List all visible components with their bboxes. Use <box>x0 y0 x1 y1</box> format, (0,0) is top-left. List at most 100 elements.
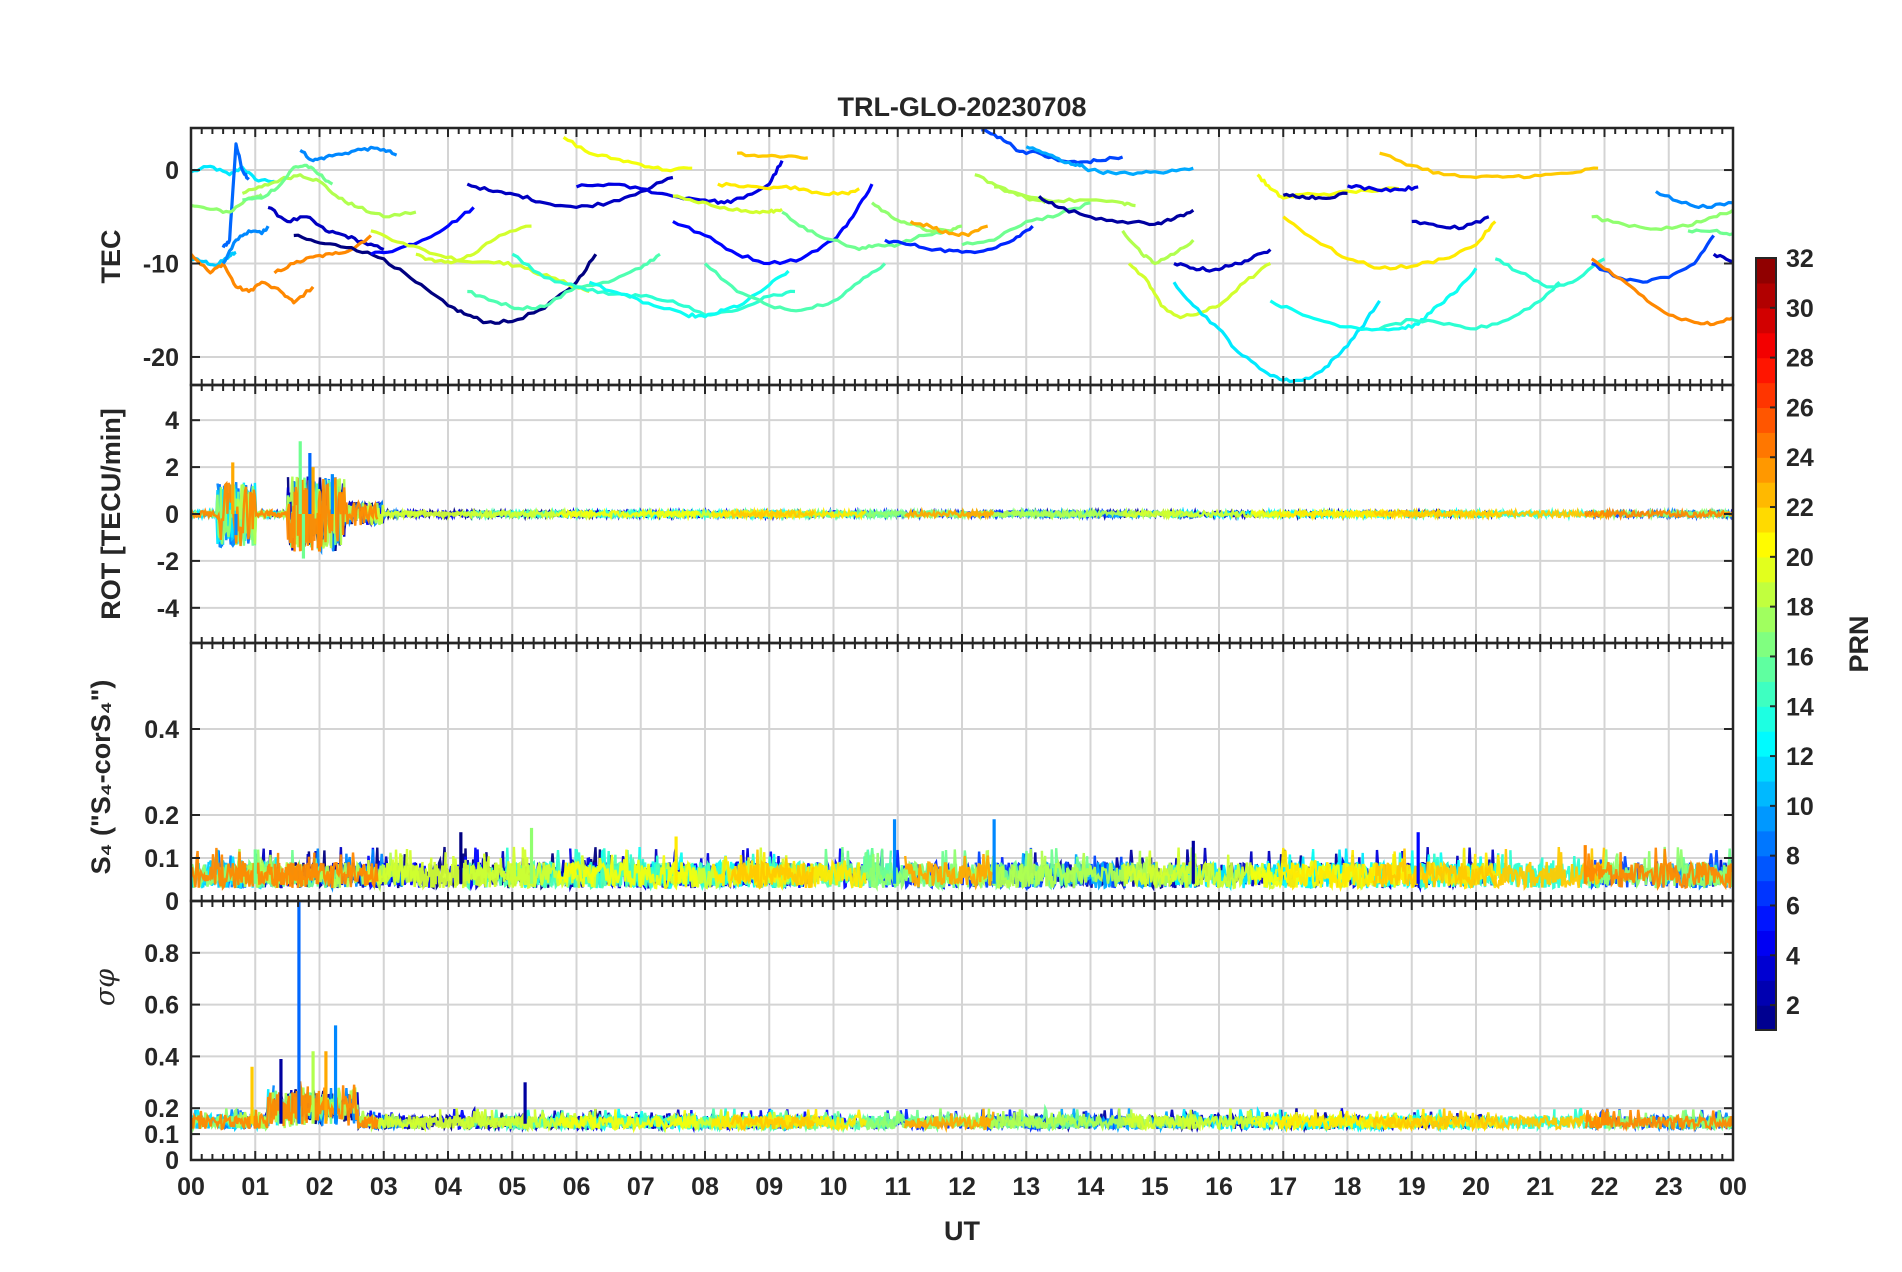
tec-arc-prn-14 <box>1494 257 1606 289</box>
tec-arc-prn-22 <box>1379 151 1599 180</box>
colorbar-segment <box>1756 656 1776 682</box>
tec-arc-prn-21 <box>1282 215 1497 271</box>
colorbar-segment <box>1756 955 1776 981</box>
x-tick-label: 06 <box>563 1173 591 1201</box>
colorbar-segment <box>1756 606 1776 633</box>
sigma-trace-prn-24 <box>191 1081 1733 1132</box>
tec-arc-prn-24 <box>1590 257 1733 327</box>
rot-y-label: ROT [TECU/min] <box>96 408 126 619</box>
tec-arc-prn-16 <box>781 210 950 252</box>
x-tick-label: 15 <box>1141 1173 1169 1201</box>
sigma-y-tick-label: 0.2 <box>144 1095 179 1123</box>
colorbar-segment <box>1756 432 1776 458</box>
x-tick-label: 13 <box>1012 1173 1040 1201</box>
sigma-trace-prn-23 <box>904 1108 995 1134</box>
x-axis-label: UT <box>944 1216 980 1246</box>
colorbar-segment <box>1756 357 1776 384</box>
colorbar-segment <box>1756 556 1776 583</box>
tec-y-label: TEC <box>96 230 126 284</box>
sigma-y-tick-label: 0.1 <box>144 1121 179 1149</box>
tec-arc-prn-15 <box>703 262 887 313</box>
s4-trace-prn-23 <box>904 853 994 891</box>
x-tick-label: 17 <box>1269 1173 1297 1201</box>
colorbar-segment <box>1756 507 1776 533</box>
rot-x-ticks <box>190 385 1734 643</box>
tec-arc-prn-13 <box>1269 267 1478 332</box>
colorbar-tick-label: 14 <box>1786 693 1814 721</box>
tec-arc-prn-8 <box>221 142 250 249</box>
tec-arc-prn-6 <box>884 225 1034 255</box>
colorbar-segment <box>1756 407 1776 433</box>
tec-arc-prn-16 <box>1687 228 1733 237</box>
s4-y-tick-label: 0.4 <box>144 716 179 744</box>
colorbar-segment <box>1756 805 1776 832</box>
colorbar-segment <box>1756 531 1776 558</box>
colorbar-segment <box>1756 706 1776 732</box>
tec-arc-prn-12 <box>1172 281 1381 383</box>
tec-arc-prn-23 <box>909 220 989 238</box>
sigma-data <box>191 901 1733 1134</box>
sigma-y-label: σφ <box>90 969 121 1006</box>
colorbar-tick-label: 32 <box>1786 245 1814 273</box>
colorbar-segment <box>1756 457 1776 483</box>
tec-arc-prn-13 <box>588 269 790 319</box>
colorbar-segment <box>1756 830 1776 857</box>
tec-y-tick-label: 0 <box>165 157 179 185</box>
colorbar-frame <box>1755 257 1777 1031</box>
sigma-trace-prn-20 <box>557 1109 1406 1134</box>
colorbar-segment <box>1756 756 1776 782</box>
tec-arc-prn-17 <box>1591 208 1733 232</box>
x-tick-label: 10 <box>820 1173 848 1201</box>
colorbar-tick-label: 26 <box>1786 394 1814 422</box>
tec-arc-prn-2 <box>1037 195 1195 227</box>
sigma-x-ticks <box>190 901 1734 1161</box>
x-tick-label: 09 <box>755 1173 783 1201</box>
x-tick-label: 01 <box>241 1173 269 1201</box>
tec-arc-prn-14 <box>1378 280 1561 331</box>
rot-y-tick-label: -4 <box>157 595 179 623</box>
colorbar-segment <box>1756 905 1776 931</box>
tec-x-ticks <box>190 128 1734 385</box>
tec-arc-prn-17 <box>191 193 263 214</box>
s4-data <box>191 819 1733 893</box>
tec-arc-prn-5 <box>370 206 475 256</box>
x-tick-label: 16 <box>1205 1173 1233 1201</box>
x-tick-label: 21 <box>1526 1173 1554 1201</box>
tec-arc-prn-24 <box>273 234 372 275</box>
rot-data <box>191 441 1733 559</box>
tec-y-tick-label: -10 <box>143 251 179 279</box>
tec-arc-prn-3 <box>466 175 674 209</box>
tec-arc-prn-22 <box>737 151 808 160</box>
rot-y-tick-label: -2 <box>157 548 179 576</box>
colorbar-segment <box>1756 681 1776 707</box>
rot-trace-prn-22 <box>730 506 1605 521</box>
colorbar-tick-label: 10 <box>1786 793 1814 821</box>
rot-trace-prn-24 <box>191 474 1733 552</box>
tec-arc-prn-15 <box>467 252 661 311</box>
x-tick-label: 12 <box>948 1173 976 1201</box>
tec-arc-prn-17 <box>870 201 963 234</box>
s4-y-tick-label: 0.2 <box>144 802 179 830</box>
colorbar-tick-label: 30 <box>1786 295 1814 323</box>
tec-arc-prn-4 <box>575 160 784 205</box>
tec-arc-prn-19 <box>1127 262 1272 320</box>
tec-grid <box>191 128 1733 385</box>
rot-trace-prn-23 <box>904 506 995 521</box>
colorbar-segment <box>1756 930 1776 956</box>
x-tick-label: 23 <box>1655 1173 1683 1201</box>
colorbar-label: PRN <box>1844 615 1874 672</box>
colorbar-tick-label: 18 <box>1786 594 1814 622</box>
colorbar-segment <box>1756 382 1776 409</box>
colorbar-segment <box>1756 282 1776 309</box>
colorbar-segment <box>1756 855 1776 882</box>
panel-rot: 4 2 0 -2 -4 ROT [TECU/min] <box>96 383 1735 645</box>
tec-arc-prn-16 <box>961 201 1091 247</box>
colorbar-tick-label: 12 <box>1786 743 1814 771</box>
colorbar-segment <box>1756 631 1776 658</box>
rot-y-tick-label: 0 <box>165 501 179 529</box>
rot-y-tick-label: 2 <box>165 454 179 482</box>
tec-arc-prn-16 <box>242 163 334 202</box>
tec-data <box>191 128 1733 383</box>
colorbar-tick-label: 4 <box>1786 942 1800 970</box>
